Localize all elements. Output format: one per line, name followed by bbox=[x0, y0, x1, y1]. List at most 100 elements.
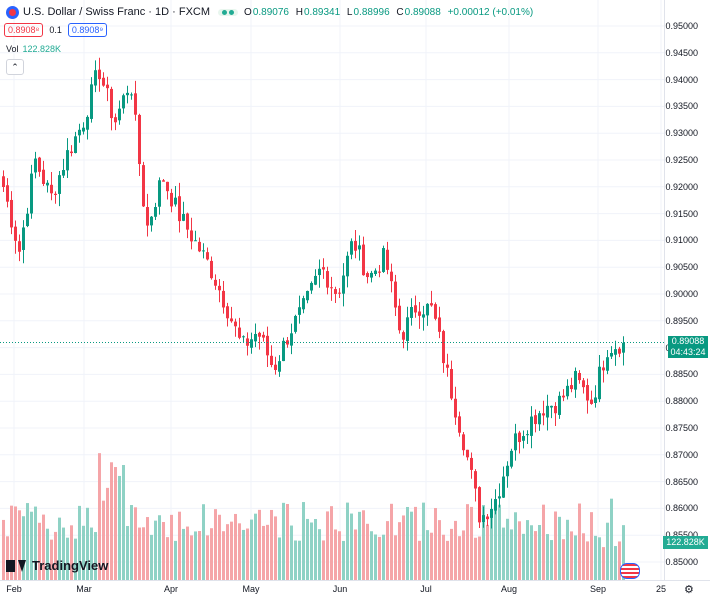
volume-bar bbox=[450, 528, 453, 580]
volume-bar bbox=[514, 512, 517, 580]
candle-body bbox=[18, 241, 21, 252]
volume-bar bbox=[334, 529, 337, 580]
candle-body bbox=[482, 515, 485, 523]
candle-body bbox=[262, 334, 265, 338]
ohlc-change: +0.00012 (+0.01%) bbox=[447, 6, 534, 18]
volume-bar bbox=[110, 462, 113, 580]
volume-bar bbox=[242, 529, 245, 580]
candle-body bbox=[578, 372, 581, 381]
candle-body bbox=[398, 305, 401, 331]
candle-body bbox=[510, 450, 513, 467]
volume-bar bbox=[82, 525, 85, 580]
volume-label: Vol bbox=[6, 44, 19, 54]
volume-bar bbox=[178, 511, 181, 580]
volume-bar bbox=[114, 467, 117, 580]
logo-text: TradingView bbox=[32, 558, 109, 573]
candle-body bbox=[274, 364, 277, 370]
candle-body bbox=[318, 268, 321, 276]
time-tick-label: Mar bbox=[76, 584, 92, 594]
volume-bar bbox=[482, 505, 485, 580]
collapse-legend-button[interactable]: ⌃ bbox=[6, 59, 24, 75]
sell-price-button[interactable]: 0.8908⁸ bbox=[4, 23, 44, 37]
volume-bar bbox=[306, 518, 309, 580]
volume-bar bbox=[446, 540, 449, 580]
volume-bar bbox=[422, 502, 425, 580]
candle-body bbox=[614, 349, 617, 355]
candle-body bbox=[374, 270, 377, 275]
volume-bar bbox=[94, 532, 97, 580]
candle-body bbox=[434, 304, 437, 319]
market-status-indicator[interactable] bbox=[218, 8, 239, 16]
last-price-tag: 0.89088 04:43:24 bbox=[668, 336, 708, 358]
volume-bar bbox=[174, 540, 177, 580]
candle-body bbox=[222, 290, 225, 308]
volume-bar bbox=[546, 534, 549, 580]
time-tick-label: May bbox=[242, 584, 260, 594]
volume-bar bbox=[406, 506, 409, 580]
candle-body bbox=[146, 207, 149, 226]
settings-gear-icon[interactable]: ⚙ bbox=[684, 584, 694, 596]
candle-body bbox=[70, 151, 73, 154]
time-tick-label: Jul bbox=[420, 584, 432, 594]
candle-body bbox=[66, 150, 69, 171]
price-tick-label: 0.85500 bbox=[665, 530, 698, 540]
candle-body bbox=[246, 338, 249, 346]
volume-bar bbox=[10, 505, 13, 580]
volume-bar bbox=[294, 540, 297, 580]
price-tick-label: 0.87500 bbox=[665, 423, 698, 433]
volume-bar bbox=[186, 526, 189, 580]
volume-bar bbox=[618, 541, 621, 580]
volume-legend[interactable]: Vol 122.828K bbox=[6, 44, 61, 54]
price-tick-label: 0.90500 bbox=[665, 262, 698, 273]
volume-price-tag: 122.828K bbox=[663, 536, 708, 549]
volume-bar bbox=[318, 529, 321, 580]
price-tick-label: 0.91000 bbox=[665, 235, 698, 246]
candle-body bbox=[538, 413, 541, 425]
volume-bar bbox=[234, 513, 237, 580]
chart-grid bbox=[0, 0, 664, 580]
price-tick-label: 0.88000 bbox=[665, 396, 698, 407]
tradingview-logo[interactable]: TradingView bbox=[6, 558, 108, 573]
volume-bar bbox=[310, 522, 313, 580]
candle-body bbox=[426, 303, 429, 316]
last-price-value: 0.89088 bbox=[671, 336, 705, 346]
volume-bar bbox=[118, 475, 121, 580]
volume-bar bbox=[314, 519, 317, 580]
volume-bar bbox=[538, 525, 541, 580]
volume-bar bbox=[254, 513, 257, 580]
candle-body bbox=[230, 318, 233, 322]
volume-bar bbox=[102, 500, 105, 580]
volume-bar bbox=[46, 528, 49, 580]
candle-body bbox=[546, 405, 549, 418]
currency-flag-icon[interactable] bbox=[620, 563, 640, 579]
spread-value: 0.1 bbox=[49, 25, 62, 35]
buy-price-button[interactable]: 0.8908⁹ bbox=[67, 23, 108, 37]
symbol-title[interactable]: U.S. Dollar / Swiss Franc · 1D · FXCM bbox=[23, 6, 211, 18]
volume-bar bbox=[382, 534, 385, 580]
candle-body bbox=[334, 289, 337, 294]
candle-body bbox=[106, 84, 109, 89]
volume-bar bbox=[510, 529, 513, 580]
volume-bar bbox=[258, 509, 261, 580]
volume-bar bbox=[582, 533, 585, 580]
volume-bar bbox=[194, 531, 197, 580]
price-tick-label: 0.87000 bbox=[665, 449, 698, 460]
candle-body bbox=[574, 370, 577, 390]
candle-body bbox=[86, 116, 89, 130]
volume-bar bbox=[438, 520, 441, 580]
candle-body bbox=[306, 290, 309, 301]
ohlc-readout: O0.89076 H0.89341 L0.88996 C0.89088 +0.0… bbox=[244, 7, 537, 18]
candle-body bbox=[350, 241, 353, 255]
candle-body bbox=[218, 285, 221, 291]
price-tick-label: 0.88500 bbox=[665, 369, 698, 380]
candle-body bbox=[250, 339, 253, 348]
volume-bar bbox=[486, 524, 489, 580]
candle-body bbox=[198, 241, 201, 252]
volume-bar bbox=[434, 508, 437, 580]
volume-value: 122.828K bbox=[22, 44, 62, 54]
candle-body bbox=[414, 305, 417, 313]
candle-body bbox=[110, 88, 113, 119]
volume-bar bbox=[70, 525, 73, 580]
volume-bar bbox=[338, 531, 341, 580]
